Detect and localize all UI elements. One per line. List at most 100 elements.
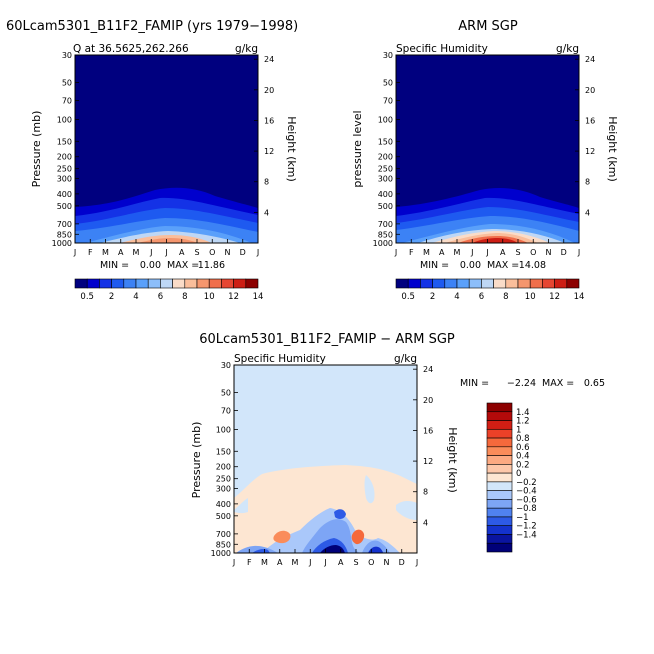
panel-diff-ylabel: Pressure (mb) (190, 422, 203, 499)
colorbar-label: 6 (158, 292, 163, 302)
month-tick-label: J (323, 558, 326, 567)
month-tick-label: M (454, 248, 461, 257)
colorbar-label: 4 (133, 292, 138, 302)
colorbar-label: 0.6 (516, 443, 530, 453)
panel-obs-ylabel-right: Height (km) (606, 116, 619, 182)
colorbar-swatch (486, 402, 513, 413)
month-tick-label: O (368, 558, 374, 567)
colorbar-swatch (208, 278, 222, 289)
colorbar-swatch (517, 278, 531, 289)
month-tick-label: J (308, 558, 311, 567)
pressure-tick-label: 1000 (373, 239, 393, 248)
panel-model-field (74, 54, 259, 244)
month-tick-label: F (409, 248, 414, 257)
height-tick-label: 24 (585, 55, 595, 64)
colorbar-label: 0.2 (516, 460, 530, 470)
colorbar-swatch (486, 499, 513, 509)
colorbar-label: 6 (479, 292, 484, 302)
pressure-tick-label: 400 (57, 190, 72, 199)
colorbar-swatch (74, 278, 88, 289)
colorbar-swatch (233, 278, 247, 289)
colorbar-label: 14 (574, 292, 585, 302)
colorbar-swatch (486, 464, 513, 474)
colorbar-swatch (542, 278, 555, 289)
colorbar-swatch (486, 411, 513, 421)
colorbar-label: 0.5 (80, 292, 94, 302)
height-tick-label: 4 (585, 208, 590, 217)
colorbar-label: 1 (516, 425, 521, 435)
colorbar-swatch (245, 278, 259, 289)
pressure-tick-label: 850 (378, 230, 393, 239)
panel-model-subtitle: Q at 36.5625,262.266 (73, 43, 189, 55)
month-tick-label: M (261, 558, 268, 567)
panel-obs-subtitle: Specific Humidity (396, 43, 488, 55)
pressure-tick-label: 100 (216, 426, 231, 435)
pressure-tick-label: 50 (221, 388, 231, 397)
height-tick-label: 8 (264, 178, 269, 187)
colorbar-swatch (486, 490, 513, 500)
pressure-tick-label: 30 (221, 361, 231, 370)
pressure-tick-label: 30 (62, 51, 72, 60)
panel-diff: 60Lcam5301_B11F2_FAMIP − ARM SGP Specifi… (190, 332, 605, 567)
pressure-tick-label: 70 (221, 406, 231, 415)
colorbar-label: −1.2 (516, 522, 537, 532)
colorbar-swatch (221, 278, 234, 289)
month-tick-label: J (164, 248, 167, 257)
pressure-tick-label: 500 (57, 202, 72, 211)
month-tick-label: M (423, 248, 430, 257)
colorbar-label: 12 (228, 292, 239, 302)
contour-layer (334, 509, 346, 519)
panel-diff-field (233, 364, 418, 554)
colorbar-label: −0.8 (516, 504, 537, 514)
colorbar-label: −1 (516, 513, 529, 523)
colorbar-swatch (468, 278, 482, 289)
pressure-tick-label: 30 (383, 51, 393, 60)
height-tick-label: 4 (264, 208, 269, 217)
colorbar-label: −0.2 (516, 478, 537, 488)
month-tick-label: O (209, 248, 215, 257)
panel-model-units: g/kg (235, 43, 258, 55)
panel-diff-ylabel-right: Height (km) (446, 427, 459, 493)
colorbar-swatch (493, 278, 507, 289)
colorbar-label: 2 (430, 292, 435, 302)
height-tick-label: 16 (264, 116, 274, 125)
height-tick-label: 16 (585, 116, 595, 125)
colorbar-diff: 1.41.210.80.60.40.20−0.2−0.4−0.6−0.8−1−1… (486, 402, 537, 553)
month-tick-label: J (415, 558, 418, 567)
pressure-tick-label: 250 (378, 165, 393, 174)
colorbar-label: 4 (454, 292, 459, 302)
month-tick-label: N (225, 248, 231, 257)
month-tick-label: N (546, 248, 552, 257)
colorbar-label: 0 (516, 469, 521, 479)
panel-diff-max-label: MAX = (542, 378, 574, 389)
panel-diff-units: g/kg (394, 353, 417, 365)
colorbar-swatch (395, 278, 409, 289)
panel-model-min-label: MIN = (100, 260, 129, 271)
colorbar-swatch (486, 455, 513, 465)
pressure-tick-label: 50 (62, 78, 72, 87)
panel-obs-field (395, 54, 580, 244)
colorbar-swatch (444, 278, 458, 289)
pressure-tick-label: 150 (216, 447, 231, 456)
pressure-tick-label: 50 (383, 78, 393, 87)
panel-model-ylabel: Pressure (mb) (30, 111, 43, 188)
month-tick-label: J (485, 248, 488, 257)
colorbar-label: 10 (525, 292, 536, 302)
pressure-tick-label: 70 (62, 96, 72, 105)
month-tick-label: J (232, 558, 235, 567)
pressure-tick-label: 150 (57, 137, 72, 146)
panel-diff-title: 60Lcam5301_B11F2_FAMIP − ARM SGP (199, 332, 455, 347)
colorbar-swatch (486, 534, 513, 544)
pressure-tick-label: 70 (383, 96, 393, 105)
colorbar-label: 12 (549, 292, 560, 302)
colorbar-swatch (486, 525, 513, 535)
colorbar-swatch (407, 278, 421, 289)
colorbar-swatch (147, 278, 161, 289)
contour-layer (252, 549, 270, 553)
height-tick-label: 8 (423, 488, 428, 497)
month-tick-label: M (133, 248, 140, 257)
height-tick-label: 24 (423, 365, 433, 374)
colorbar-swatch (486, 542, 513, 553)
month-tick-label: M (292, 558, 299, 567)
